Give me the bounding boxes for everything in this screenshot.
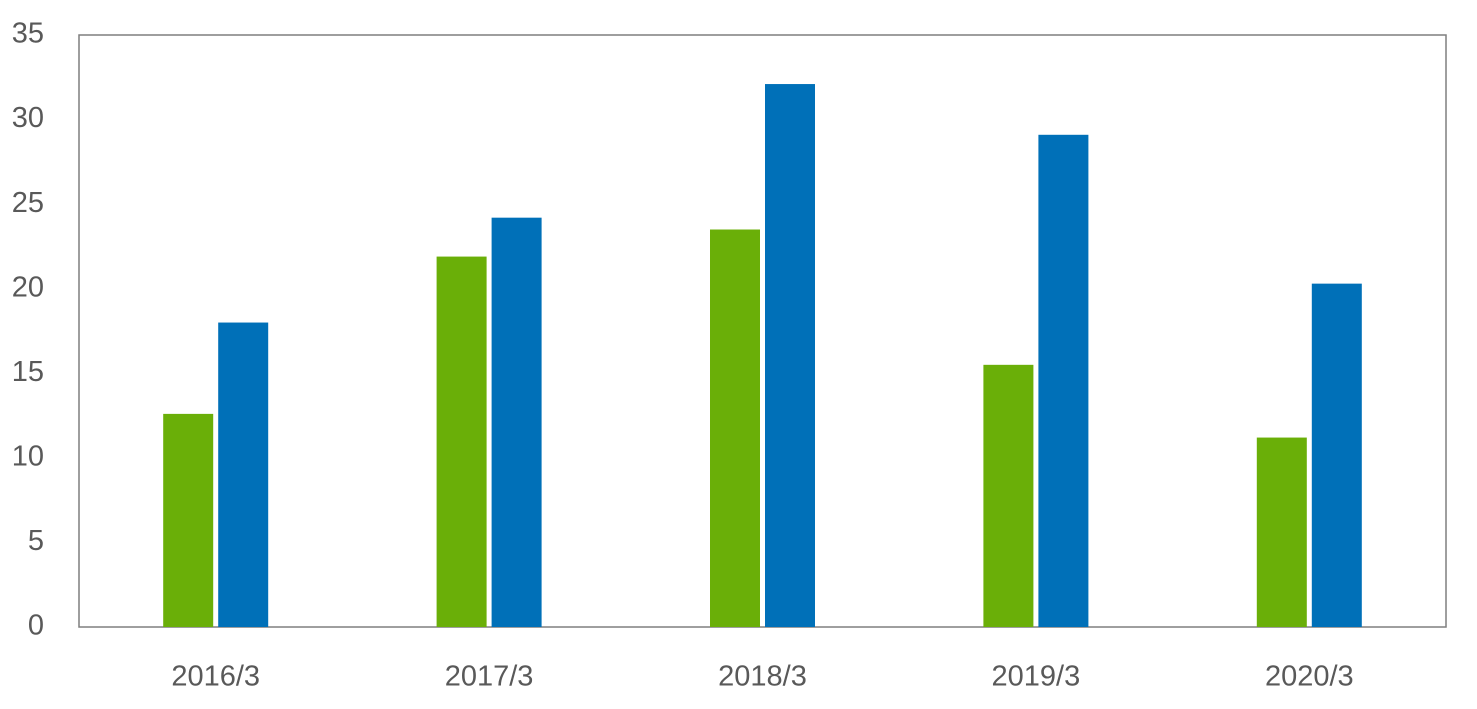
bar xyxy=(163,413,214,627)
y-tick-label: 20 xyxy=(12,271,44,303)
bar xyxy=(983,364,1034,627)
plot-border xyxy=(78,34,1447,628)
bar xyxy=(710,229,760,627)
bar xyxy=(1311,283,1362,627)
x-tick-label: 2018/3 xyxy=(718,661,807,693)
x-tick-label: 2020/3 xyxy=(1265,661,1354,693)
y-tick-label: 35 xyxy=(12,18,44,50)
y-tick-label: 5 xyxy=(28,525,44,557)
bar xyxy=(1256,437,1307,627)
y-tick-label: 0 xyxy=(28,610,44,642)
bar xyxy=(218,322,269,627)
y-tick-label: 15 xyxy=(12,356,44,388)
x-tick-label: 2017/3 xyxy=(445,661,534,693)
bar xyxy=(491,217,542,627)
bar xyxy=(436,256,487,627)
x-tick-label: 2016/3 xyxy=(171,661,260,693)
y-tick-label: 25 xyxy=(12,187,44,219)
bar xyxy=(765,84,815,627)
x-tick-label: 2019/3 xyxy=(992,661,1081,693)
y-tick-label: 30 xyxy=(12,102,44,134)
y-tick-label: 10 xyxy=(12,441,44,473)
bar xyxy=(1038,134,1089,627)
